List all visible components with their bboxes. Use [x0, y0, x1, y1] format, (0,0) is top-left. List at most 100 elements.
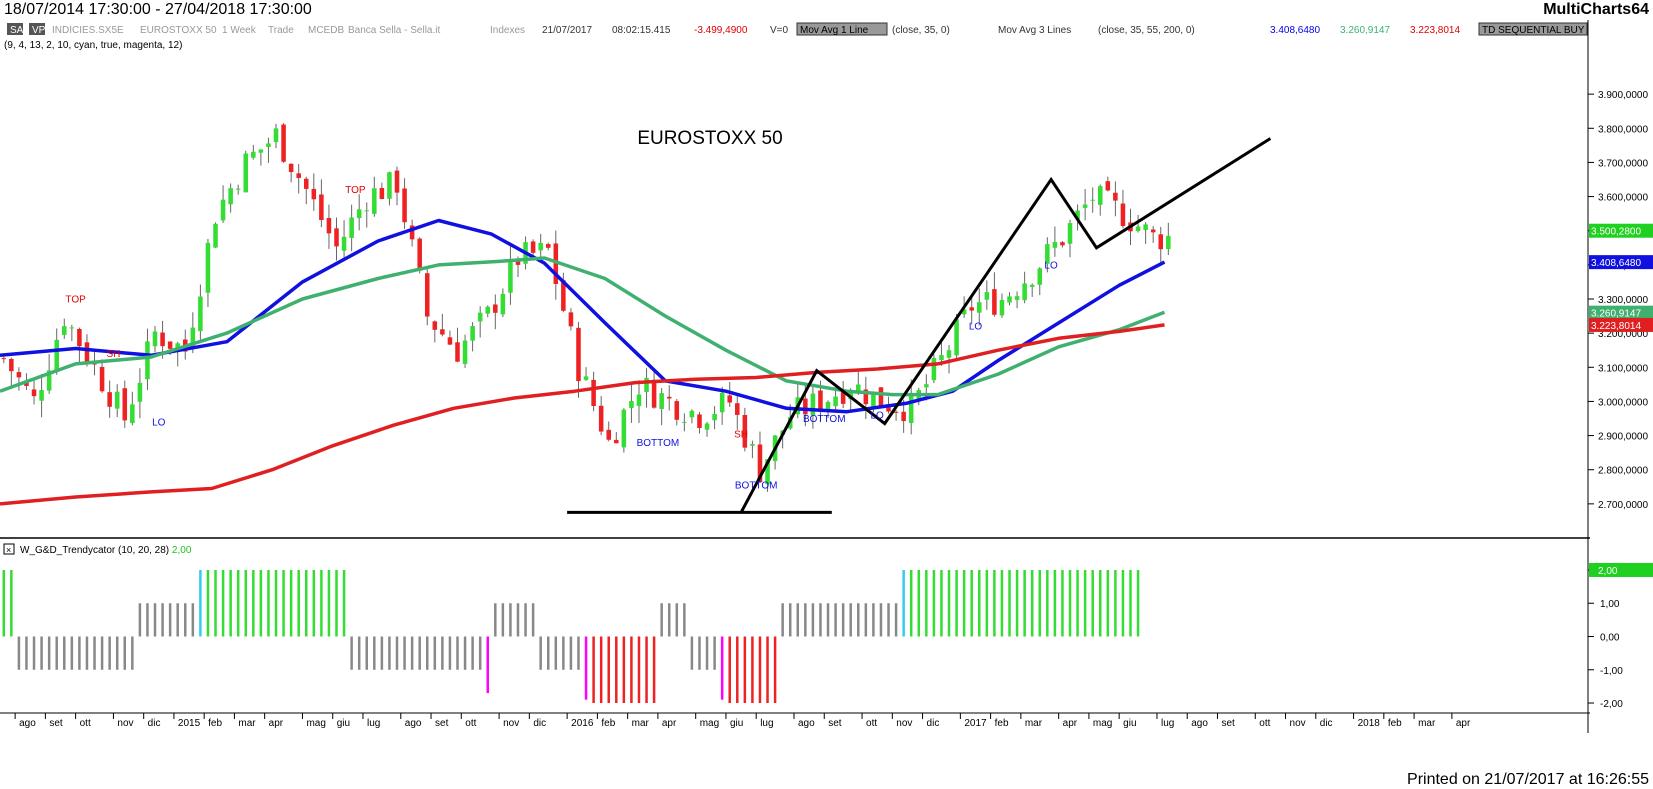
- price-pane[interactable]: 2.700,0000 2.800,0000 2.900,0000 3.000,0000…: [0, 90, 1653, 514]
- indicator-close-icon[interactable]: [3, 543, 15, 555]
- candle-body: [409, 225, 415, 240]
- xtick-label: lug: [367, 718, 380, 729]
- status-badge[interactable]: [7, 23, 23, 35]
- candle-body: [319, 194, 324, 221]
- candle-body: [659, 393, 664, 409]
- candle-body: [1, 358, 7, 360]
- candle-body: [1045, 244, 1050, 264]
- ytick-label: 3.200,0000: [1598, 329, 1648, 340]
- candle-body: [235, 188, 241, 190]
- status-text: Banca Sella - Sella.it: [348, 25, 440, 36]
- candle-body: [697, 414, 702, 428]
- candle-body: [735, 403, 740, 415]
- indicator-value: 2,00: [172, 545, 192, 556]
- xtick-label: ago: [19, 718, 36, 729]
- status-badge-label[interactable]: VP: [32, 25, 46, 36]
- candle-body: [1120, 203, 1126, 227]
- candle-body: [1158, 234, 1164, 250]
- status-text: (close, 35, 0): [892, 25, 950, 36]
- candle-body: [477, 312, 483, 322]
- candle-body: [258, 149, 264, 153]
- price-tag-label: 3.500,2800: [1591, 227, 1641, 238]
- status-text: 3.223,8014: [1410, 25, 1460, 36]
- candle-body: [432, 321, 438, 330]
- ytick-label: 3.800,0000: [1598, 124, 1648, 135]
- indicator-value-tag: [1589, 562, 1653, 577]
- status-text: Trade: [268, 25, 294, 36]
- xtick-label: ott: [1259, 718, 1270, 729]
- signal-label: BOTTOM: [803, 414, 846, 425]
- candle-body: [288, 163, 294, 173]
- candle-body: [440, 329, 445, 335]
- candle-body: [1166, 235, 1171, 250]
- xtick-label: dic: [148, 718, 161, 729]
- status-params: (9, 4, 13, 2, 10, cyan, true, magenta, 1…: [4, 40, 182, 51]
- candle-body: [470, 326, 475, 341]
- xtick-label: set: [49, 718, 63, 729]
- candle-body: [341, 236, 347, 251]
- status-text: Indexes: [490, 25, 525, 36]
- indicator-pane[interactable]: 2,001,000,00-1,00-2,002,00: [2, 562, 1653, 710]
- xtick-label: giu: [337, 718, 350, 729]
- candle-body: [394, 170, 400, 193]
- candle-body: [530, 241, 536, 253]
- candle-body: [553, 243, 559, 284]
- xtick-label: 2018: [1358, 718, 1381, 729]
- moving-average-200: [0, 323, 1165, 506]
- chart-area[interactable]: 2.700,0000 2.800,0000 2.900,0000 3.000,0000…: [0, 20, 1653, 770]
- xtick-label: ago: [1191, 718, 1208, 729]
- candle-body: [674, 401, 680, 420]
- candle-body: [629, 400, 634, 408]
- status-badge-label[interactable]: SA: [10, 25, 24, 36]
- candle-body: [1097, 186, 1103, 205]
- trend-line[interactable]: [739, 137, 1272, 514]
- price-tag-label: 3.223,8014: [1591, 321, 1641, 332]
- candle-body: [175, 343, 180, 350]
- candle-body: [636, 394, 642, 407]
- candle-body: [379, 187, 385, 199]
- xtick-label: apr: [662, 718, 677, 729]
- time-axis: ago set ott nov dic 2015 feb mar apr mag giu lug ago…: [14, 713, 1471, 729]
- price-tag: [1589, 317, 1653, 332]
- status-indicator-label[interactable]: Mov Avg 1 Line: [800, 25, 869, 36]
- candle-body: [1007, 296, 1012, 303]
- candle-body: [568, 312, 574, 327]
- candle-body: [311, 188, 317, 200]
- candle-body: [901, 411, 906, 422]
- status-text: 21/07/2017: [542, 25, 592, 36]
- signal-label: LO: [871, 411, 885, 422]
- xtick-label: nov: [503, 718, 519, 729]
- candle-body: [591, 379, 596, 406]
- status-line: SA VP INDICIES.SX5E EUROSTOXX 50 1 Week Trade…: [3, 22, 1588, 556]
- candle-body: [99, 366, 105, 392]
- candle-body: [402, 188, 407, 223]
- indicator-close-glyph[interactable]: ×: [6, 545, 11, 555]
- date-range: 18/07/2014 17:30:00 - 27/04/2018 17:30:0…: [4, 1, 312, 18]
- candle-body: [803, 398, 808, 415]
- candle-body: [9, 358, 14, 372]
- candle-body: [114, 391, 120, 409]
- candle-body: [349, 217, 354, 238]
- status-indicator-button[interactable]: [796, 22, 888, 36]
- candle-body: [1022, 283, 1027, 301]
- status-indicator-button[interactable]: [1478, 22, 1588, 36]
- signal-label: TOP: [65, 294, 86, 305]
- status-indicator-label[interactable]: TD SEQUENTIAL BUY: [1482, 25, 1585, 36]
- status-text: EUROSTOXX 50: [140, 25, 217, 36]
- ytick-label: 3.300,0000: [1598, 295, 1648, 306]
- print-footer: Printed on 21/07/2017 at 16:26:55: [1407, 771, 1649, 788]
- xtick-label: feb: [995, 718, 1009, 729]
- xtick-label: ago: [405, 718, 422, 729]
- candle-body: [606, 429, 612, 440]
- candle-body: [364, 210, 370, 212]
- candle-body: [984, 292, 990, 300]
- xtick-label: mar: [238, 718, 256, 729]
- candle-body: [976, 302, 982, 313]
- ytick-label: 2.900,0000: [1598, 432, 1648, 443]
- candle-body: [825, 401, 831, 411]
- xtick-label: dic: [1320, 718, 1333, 729]
- xtick-label: ago: [798, 718, 815, 729]
- xtick-label: set: [435, 718, 449, 729]
- status-badge[interactable]: [29, 23, 45, 35]
- candle-body: [561, 280, 566, 311]
